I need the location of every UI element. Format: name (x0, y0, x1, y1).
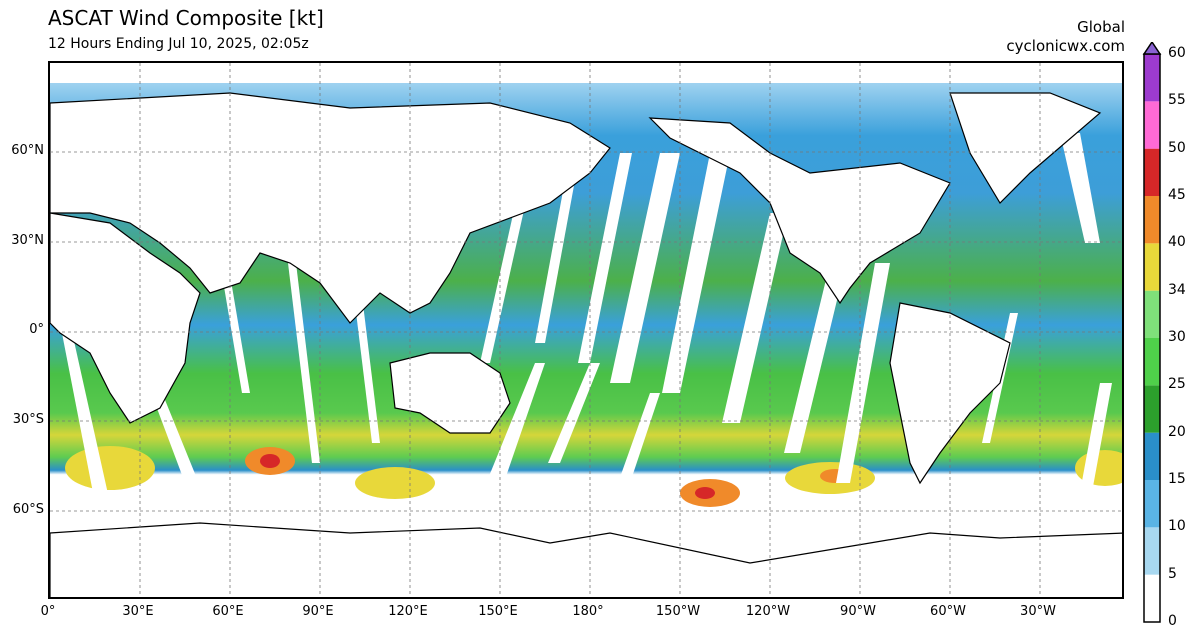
wind-map-canvas (50, 63, 1122, 597)
colorbar-tick-label: 5 (1168, 565, 1177, 582)
colorbar-tick-label: 25 (1168, 376, 1186, 393)
lon-label: 150°W (655, 604, 701, 619)
lon-label: 90°W (840, 604, 876, 619)
lat-label-30s: 30°S (12, 412, 44, 427)
map-subtitle: 12 Hours Ending Jul 10, 2025, 02:05z (48, 36, 309, 52)
lon-label: 0° (40, 604, 56, 619)
colorbar-segments (1143, 53, 1161, 623)
colorbar-tick-label: 20 (1168, 423, 1186, 440)
colorbar-segment (1144, 54, 1160, 102)
land-greenland (949, 92, 1102, 204)
colorbar-segment (1144, 196, 1160, 244)
colorbar-tick-label: 45 (1168, 187, 1186, 203)
lon-label: 180° (572, 604, 604, 619)
colorbar-tick-label: 10 (1168, 518, 1186, 535)
land-masses (50, 92, 1122, 597)
wind-map (48, 61, 1124, 599)
colorbar-segment (1144, 148, 1160, 196)
colorbar-segment (1144, 480, 1160, 528)
colorbar-tick-label: 15 (1168, 471, 1186, 487)
land-antarctica (50, 522, 1122, 597)
colorbar-segment (1144, 243, 1160, 291)
colorbar-segment (1144, 101, 1160, 149)
colorbar-segment (1144, 338, 1160, 386)
colorbar (1142, 42, 1162, 623)
colorbar-tick-label: 60 (1168, 45, 1186, 61)
source-label: cyclonicwx.com (1006, 37, 1125, 55)
colorbar-tick-label: 34 (1168, 281, 1186, 298)
colorbar-extend-arrow (1142, 42, 1162, 55)
colorbar-segment (1144, 527, 1160, 575)
lat-label-eq: 0° (29, 322, 44, 337)
lat-label-30n: 30°N (11, 233, 44, 248)
lon-label: 150°E (478, 604, 518, 619)
graticule (50, 63, 1122, 597)
colorbar-tick-label: 40 (1168, 234, 1186, 251)
land-africa (50, 212, 201, 424)
lon-label: 120°E (388, 604, 428, 619)
map-title: ASCAT Wind Composite [kt] (48, 6, 324, 30)
swath-gaps (60, 133, 1112, 523)
colorbar-segment (1144, 385, 1160, 433)
colorbar-segment (1144, 290, 1160, 338)
colorbar-tick-label: 0 (1168, 613, 1177, 629)
colorbar-segment (1144, 432, 1160, 480)
lat-label-60s: 60°S (12, 502, 44, 517)
colorbar-tick-label: 50 (1168, 139, 1186, 156)
land-north-america (648, 117, 951, 305)
colorbar-segment (1144, 574, 1160, 622)
lon-label: 90°E (302, 604, 334, 619)
lat-label-60n: 60°N (11, 143, 44, 158)
colorbar-tick-label: 55 (1168, 92, 1186, 109)
land-eurasia (50, 92, 611, 324)
lon-label: 60°E (212, 604, 244, 619)
lon-label: 120°W (745, 604, 791, 619)
lon-label: 60°W (930, 604, 966, 619)
region-label: Global (1077, 18, 1125, 36)
colorbar-tick-label: 30 (1168, 329, 1186, 345)
lon-label: 30°W (1020, 604, 1056, 619)
lon-label: 30°E (122, 604, 154, 619)
